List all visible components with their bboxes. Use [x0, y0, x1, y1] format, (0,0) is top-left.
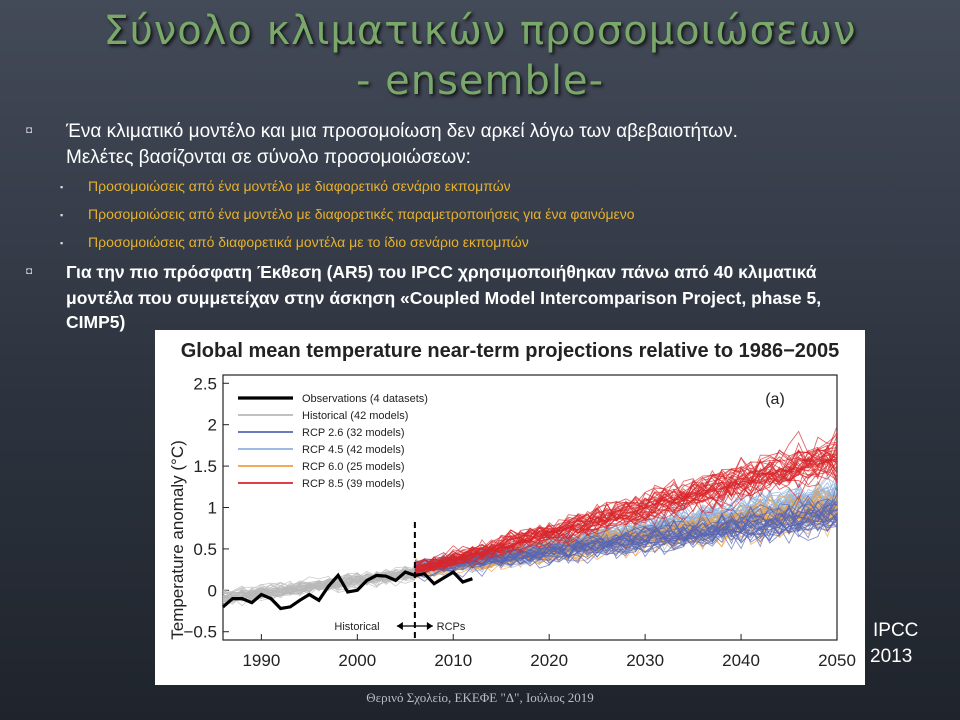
ensemble-line: [414, 508, 838, 574]
legend-label: RCP 2.6 (32 models): [302, 427, 405, 439]
legend-label: Historical (42 models): [302, 410, 408, 422]
y-tick-label: 0: [208, 581, 217, 600]
ensemble-line: [414, 515, 838, 577]
chart-annotation-historical: Historical: [334, 621, 379, 633]
x-tick-label: 1990: [242, 651, 280, 670]
y-tick-label: 1.5: [193, 457, 217, 476]
ensemble-line: [414, 451, 838, 574]
ensemble-line: [222, 569, 415, 599]
ensemble-line: [414, 446, 838, 576]
bullet1-line1: Ένα κλιματικό μοντέλο και μια προσομοίωσ…: [66, 121, 738, 142]
legend-label: RCP 8.5 (39 models): [302, 478, 405, 490]
ensemble-line: [414, 449, 838, 575]
bullet2-line1: Για την πιο πρόσφατη Έκθεση (AR5) του IP…: [66, 262, 817, 282]
ensemble-line: [414, 459, 838, 574]
bullet2-line3: CIMP5): [66, 312, 126, 332]
sub-bullet-icon: ▪: [60, 238, 64, 248]
divider-arrow-left-icon: [396, 622, 403, 630]
bullet1-line2: Μελέτες βασίζονται σε σύνολο προσομοιώσε…: [66, 147, 471, 168]
ensemble-line: [222, 579, 416, 602]
y-tick-label: −0.5: [183, 623, 217, 642]
footer: Θερινό Σχολείο, ΕΚΕΦΕ "Δ", Ιούλιος 2019: [366, 690, 594, 705]
legend-label: RCP 4.5 (42 models): [302, 444, 405, 456]
bullet-marker-icon: ◘: [26, 266, 33, 277]
chart-panel-label: (a): [765, 391, 785, 408]
slide-title-line1: Σύνολο κλιματικών προσομοιώσεων: [103, 8, 857, 54]
y-tick-label: 2: [208, 416, 217, 435]
citation-line1: IPCC: [873, 620, 919, 641]
legend-label: RCP 6.0 (25 models): [302, 461, 405, 473]
x-tick-label: 2010: [434, 651, 472, 670]
sub-bullet-icon: ▪: [60, 210, 64, 220]
x-tick-label: 2000: [338, 651, 376, 670]
ensemble-line: [414, 518, 838, 578]
y-tick-label: 1: [208, 499, 217, 518]
x-tick-label: 2040: [722, 651, 760, 670]
temperature-chart: Global mean temperature near-term projec…: [155, 330, 865, 685]
chart-annotation-rcps: RCPs: [437, 621, 466, 633]
sub-bullet-1: Προσομοιώσεις από ένα μοντέλο με διαφορε…: [88, 178, 511, 194]
ensemble-line: [414, 460, 838, 571]
bullet-marker-icon: ◘: [26, 125, 33, 136]
x-tick-label: 2020: [530, 651, 568, 670]
ensemble-line: [414, 506, 838, 569]
ensemble-line: [414, 448, 838, 570]
ensemble-line: [414, 434, 838, 570]
sub-bullet-icon: ▪: [60, 182, 64, 192]
ensemble-line: [414, 450, 838, 574]
legend-label: Observations (4 datasets): [302, 393, 428, 405]
observations-line: [221, 570, 473, 611]
chart-observations: [221, 522, 473, 640]
chart-ylabel: Temperature anomaly (°C): [168, 440, 187, 640]
chart-title: Global mean temperature near-term projec…: [181, 340, 840, 362]
chart-legend: Observations (4 datasets) Historical (42 …: [238, 393, 428, 490]
y-tick-label: 2.5: [193, 374, 217, 393]
chart-axes: 1990 2000 2010 2020 2030 2040 2050 −0.5 0 0.5 1 1.5…: [183, 374, 855, 670]
divider-arrow-right-icon: [426, 622, 433, 630]
chart-ensembles: [222, 426, 838, 607]
sub-bullet-2: Προσομοιώσεις από ένα μοντέλο με διαφορε…: [88, 206, 635, 222]
bullet2-line2: μοντέλα που συμμετείχαν στην άσκηση «Cou…: [66, 288, 822, 308]
x-tick-label: 2050: [818, 651, 856, 670]
slide-title-line2: - ensemble-: [355, 58, 605, 104]
x-tick-label: 2030: [626, 651, 664, 670]
ensemble-line: [414, 459, 838, 572]
citation-line2: 2013: [870, 646, 913, 667]
y-tick-label: 0.5: [193, 540, 217, 559]
ensemble-line: [414, 505, 838, 575]
sub-bullet-3: Προσομοιώσεις από διαφορετικά μοντέλα με…: [88, 234, 529, 250]
chart-svg: Global mean temperature near-term projec…: [168, 340, 856, 670]
ensemble-line: [414, 512, 838, 582]
